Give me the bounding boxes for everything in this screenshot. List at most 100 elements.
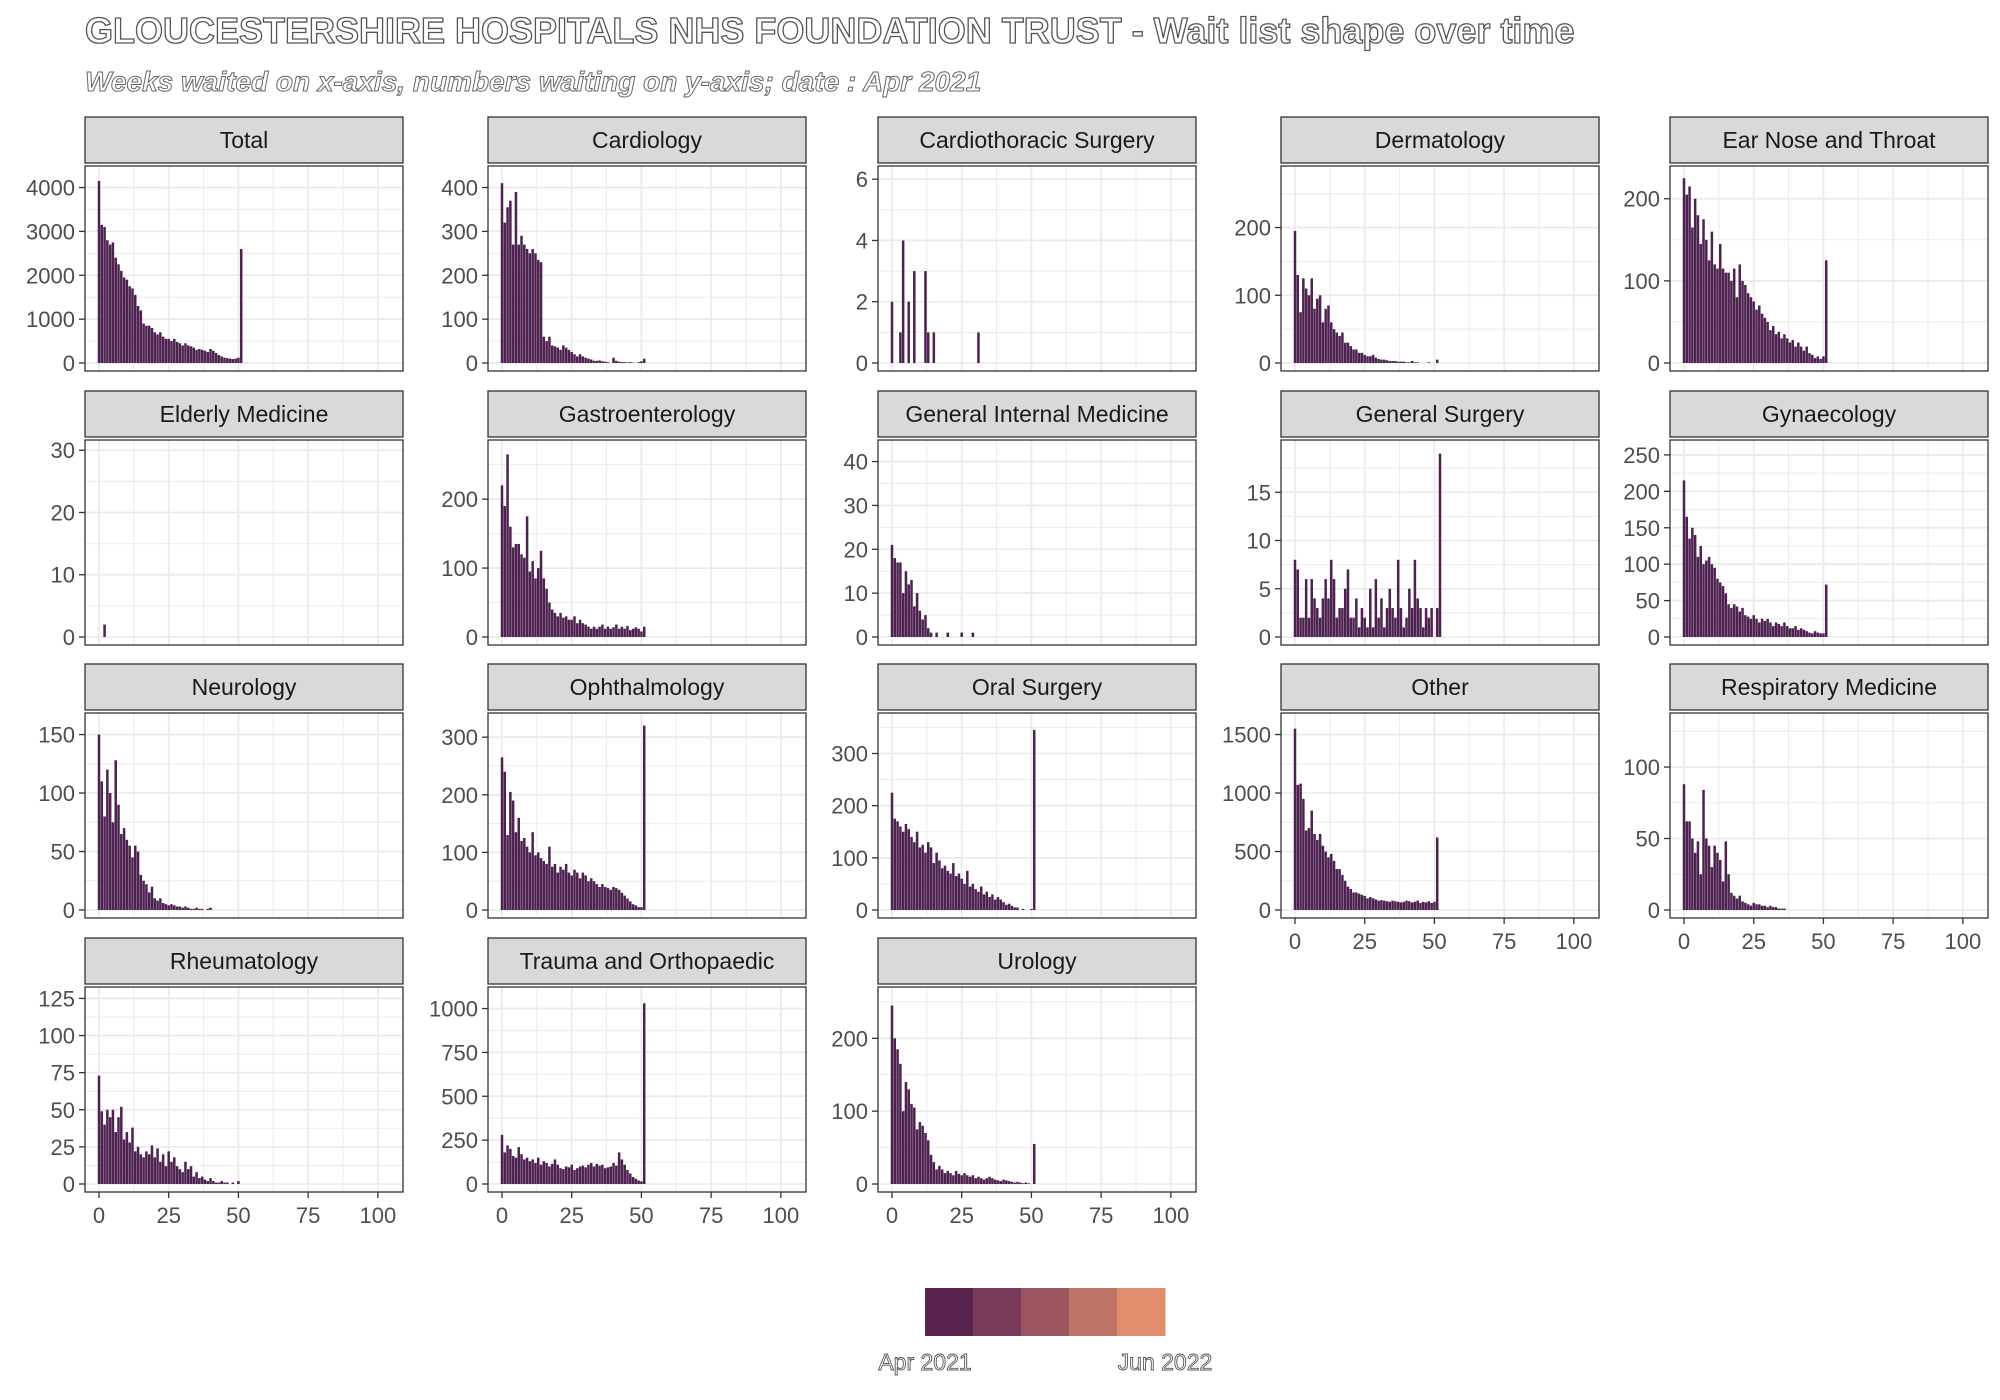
data-bar (1335, 617, 1339, 637)
data-bar (122, 828, 126, 910)
legend-swatch (1069, 1288, 1118, 1336)
data-bar (1705, 838, 1708, 910)
data-bar (1788, 342, 1792, 363)
data-bar (587, 358, 590, 363)
data-bar (539, 550, 543, 637)
data-bar (1396, 559, 1400, 637)
data-bar (1824, 584, 1828, 637)
data-bar (164, 1166, 168, 1184)
data-bar (1304, 579, 1308, 637)
y-tick-label: 200 (1623, 479, 1660, 504)
x-tick-label: 100 (359, 1203, 396, 1228)
data-bar (1296, 569, 1300, 637)
data-bar (1749, 905, 1753, 910)
x-tick-label: 50 (226, 1203, 250, 1228)
data-bar (97, 1075, 101, 1184)
data-bar (1710, 564, 1714, 637)
data-bar (612, 357, 615, 363)
data-bar (584, 357, 587, 363)
panel-border (84, 439, 404, 646)
data-bar (1699, 243, 1702, 363)
data-bar (1749, 618, 1753, 637)
data-bar (131, 1127, 134, 1184)
data-bar (974, 1178, 977, 1184)
data-bar (1349, 346, 1353, 363)
data-bar (509, 526, 512, 637)
data-bar (128, 845, 131, 910)
data-bar (949, 873, 952, 910)
legend-swatch (973, 1288, 1022, 1336)
data-bar (1329, 559, 1333, 637)
data-bar (1693, 535, 1697, 637)
data-bar (1710, 231, 1714, 363)
data-bar (904, 571, 908, 637)
data-bar (1377, 900, 1380, 910)
data-bar (536, 568, 540, 637)
data-bar (612, 886, 615, 910)
data-bar (963, 1173, 966, 1184)
data-bar (601, 624, 604, 637)
y-tick-label: 200 (831, 1026, 868, 1051)
y-tick-label: 0 (856, 1172, 868, 1197)
data-bar (1727, 604, 1730, 637)
data-bar (595, 628, 599, 637)
y-tick-label: 0 (1259, 898, 1271, 923)
data-bar (111, 242, 115, 363)
data-bar (1735, 606, 1739, 637)
data-bar (1791, 628, 1795, 637)
data-bar (1355, 892, 1358, 910)
data-bar (1819, 633, 1822, 637)
x-tick-label: 75 (296, 1203, 320, 1228)
data-bar (517, 817, 520, 910)
data-bar (893, 1038, 897, 1184)
data-bar (117, 1117, 120, 1184)
data-bar (562, 617, 565, 637)
data-bar (952, 1175, 955, 1184)
data-bar (1408, 901, 1411, 910)
data-bar (637, 907, 640, 910)
data-bar (988, 1176, 991, 1184)
data-bar (1816, 632, 1820, 637)
data-bar (514, 832, 518, 910)
data-bar (122, 277, 126, 363)
data-bar (1408, 588, 1411, 637)
data-bar (615, 360, 618, 363)
data-bar (120, 833, 123, 910)
y-tick-label: 200 (1234, 216, 1271, 241)
x-tick-label: 100 (1555, 929, 1592, 954)
data-bar (1316, 298, 1319, 363)
x-tick-label: 50 (1019, 1203, 1043, 1228)
data-bar (578, 1166, 582, 1184)
data-bar (1321, 845, 1325, 910)
data-bar (1299, 617, 1302, 637)
data-bar (1352, 617, 1355, 637)
data-bar (915, 1129, 919, 1184)
y-tick-label: 0 (856, 351, 868, 376)
data-bar (1318, 833, 1322, 910)
data-bar (1813, 358, 1817, 363)
data-bar (545, 863, 548, 910)
data-bar (106, 240, 109, 363)
panel-border (487, 165, 807, 372)
data-bar (209, 348, 212, 363)
data-bar (200, 908, 204, 910)
data-bar (1313, 833, 1316, 910)
data-bar (509, 200, 512, 363)
y-tick-label: 100 (38, 781, 75, 806)
facet-strip-label: Urology (997, 948, 1077, 974)
data-bar (999, 1181, 1003, 1184)
data-bar (1316, 839, 1319, 910)
data-bar (1360, 894, 1364, 910)
data-bar (1693, 198, 1697, 363)
data-bar (170, 341, 173, 363)
data-bar (131, 857, 134, 910)
data-bar (525, 516, 529, 637)
data-bar (220, 356, 223, 363)
data-bar (932, 332, 936, 363)
data-bar (1707, 556, 1711, 637)
data-bar (1752, 301, 1755, 363)
data-bar (1388, 588, 1392, 637)
facet-panel: Cardiology 0 100 200 300 400 (441, 116, 807, 376)
facet-panel: Gastroenterology 0 100 200 (441, 390, 807, 650)
data-bar (1696, 556, 1700, 637)
